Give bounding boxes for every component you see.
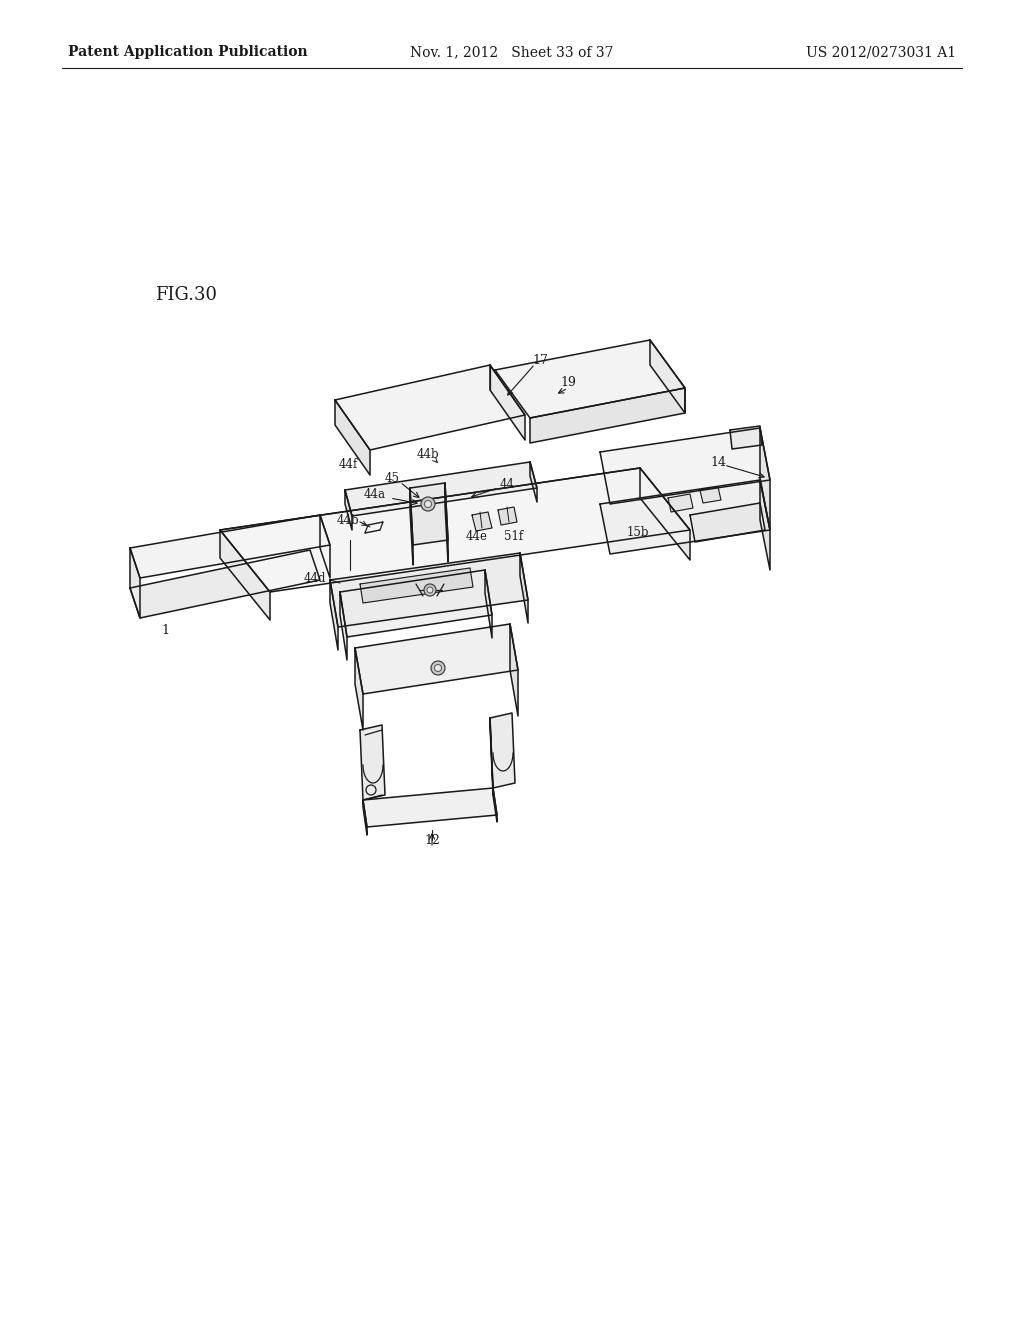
Polygon shape bbox=[600, 428, 770, 504]
Polygon shape bbox=[490, 713, 515, 788]
Polygon shape bbox=[640, 469, 690, 560]
Polygon shape bbox=[220, 531, 270, 620]
Polygon shape bbox=[445, 483, 449, 562]
Polygon shape bbox=[319, 515, 330, 578]
Text: 19: 19 bbox=[560, 376, 575, 389]
Text: 51f: 51f bbox=[505, 531, 523, 544]
Polygon shape bbox=[490, 366, 525, 440]
Text: 12: 12 bbox=[424, 833, 440, 846]
Polygon shape bbox=[362, 800, 367, 836]
Polygon shape bbox=[600, 480, 770, 554]
Text: 44e: 44e bbox=[466, 531, 488, 544]
Text: 44: 44 bbox=[500, 479, 514, 491]
Polygon shape bbox=[360, 568, 473, 603]
Polygon shape bbox=[335, 400, 370, 475]
Polygon shape bbox=[220, 469, 690, 591]
Polygon shape bbox=[760, 428, 770, 531]
Polygon shape bbox=[335, 366, 525, 450]
Polygon shape bbox=[730, 426, 762, 449]
Text: FIG.30: FIG.30 bbox=[155, 286, 217, 304]
Polygon shape bbox=[410, 488, 413, 565]
Polygon shape bbox=[530, 388, 685, 444]
Polygon shape bbox=[510, 624, 518, 715]
Polygon shape bbox=[493, 788, 497, 822]
Polygon shape bbox=[700, 487, 721, 503]
Polygon shape bbox=[355, 624, 518, 694]
Polygon shape bbox=[690, 503, 765, 543]
Polygon shape bbox=[340, 570, 492, 638]
Text: Patent Application Publication: Patent Application Publication bbox=[68, 45, 307, 59]
Text: 44a: 44a bbox=[364, 488, 386, 502]
Circle shape bbox=[431, 661, 445, 675]
Polygon shape bbox=[530, 462, 537, 502]
Circle shape bbox=[427, 587, 433, 593]
Polygon shape bbox=[410, 483, 449, 545]
Circle shape bbox=[434, 664, 441, 672]
Polygon shape bbox=[345, 490, 352, 531]
Text: 44f: 44f bbox=[338, 458, 357, 471]
Polygon shape bbox=[485, 570, 492, 638]
Polygon shape bbox=[362, 788, 497, 828]
Text: 45: 45 bbox=[384, 471, 399, 484]
Polygon shape bbox=[472, 512, 492, 531]
Circle shape bbox=[425, 500, 431, 507]
Polygon shape bbox=[495, 341, 685, 418]
Polygon shape bbox=[650, 341, 685, 413]
Polygon shape bbox=[668, 494, 693, 512]
Polygon shape bbox=[330, 579, 338, 649]
Polygon shape bbox=[345, 462, 537, 516]
Text: 17: 17 bbox=[532, 354, 548, 367]
Polygon shape bbox=[330, 553, 528, 627]
Circle shape bbox=[421, 498, 435, 511]
Text: 15b: 15b bbox=[627, 525, 649, 539]
Polygon shape bbox=[498, 507, 517, 525]
Circle shape bbox=[424, 583, 436, 597]
Text: US 2012/0273031 A1: US 2012/0273031 A1 bbox=[806, 45, 956, 59]
Text: 14: 14 bbox=[710, 455, 726, 469]
Polygon shape bbox=[760, 480, 770, 570]
Polygon shape bbox=[490, 718, 493, 795]
Polygon shape bbox=[340, 591, 347, 660]
Polygon shape bbox=[355, 648, 362, 730]
Text: 44d: 44d bbox=[304, 572, 327, 585]
Polygon shape bbox=[360, 725, 385, 800]
Text: Nov. 1, 2012   Sheet 33 of 37: Nov. 1, 2012 Sheet 33 of 37 bbox=[411, 45, 613, 59]
Text: 44b: 44b bbox=[417, 449, 439, 462]
Polygon shape bbox=[520, 553, 528, 623]
Text: 1: 1 bbox=[161, 623, 169, 636]
Text: 44b: 44b bbox=[337, 513, 359, 527]
Polygon shape bbox=[130, 515, 330, 578]
Polygon shape bbox=[130, 548, 140, 618]
Polygon shape bbox=[130, 550, 319, 618]
